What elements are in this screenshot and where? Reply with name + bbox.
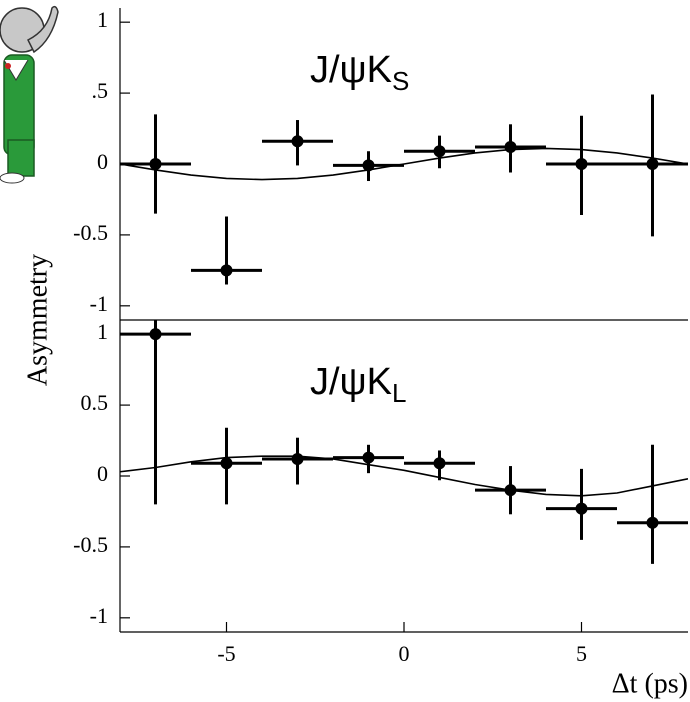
panel-label-text: J/ψK (310, 361, 392, 403)
y-tick-label: -0.5 (73, 532, 108, 557)
data-point (433, 457, 446, 470)
y-tick-label: -1 (90, 603, 108, 628)
data-point (575, 502, 588, 515)
panel-label: J/ψKL (310, 361, 406, 408)
data-point (646, 516, 659, 529)
data-point (291, 452, 304, 465)
y-tick-label: .5 (92, 78, 109, 103)
y-tick-label: 0 (97, 461, 108, 486)
data-point (362, 451, 375, 464)
y-tick-label: 0 (97, 149, 108, 174)
panel-label-text: J/ψK (310, 49, 392, 91)
mascot (0, 5, 59, 184)
panel-label: J/ψKS (310, 49, 409, 96)
y-tick-label: -0.5 (73, 220, 108, 245)
x-tick-label: 0 (399, 641, 410, 666)
data-point (149, 328, 162, 341)
y-tick-label: 0.5 (81, 390, 109, 415)
data-point (433, 145, 446, 158)
data-point (504, 484, 517, 497)
y-tick-label: -1 (90, 291, 108, 316)
plot-area (120, 320, 688, 564)
data-point (220, 457, 233, 470)
data-point (504, 140, 517, 153)
y-tick-label: 1 (97, 7, 108, 32)
panel-label-subscript: S (392, 66, 409, 96)
data-point (362, 159, 375, 172)
data-point (646, 158, 659, 170)
x-tick-label: -5 (217, 641, 235, 666)
panel-label-subscript: L (392, 378, 406, 408)
y-tick-label: 1 (97, 319, 108, 344)
y-axis-label: Asymmetry (22, 254, 53, 386)
data-point (291, 135, 304, 148)
data-point (575, 158, 588, 170)
data-point (220, 264, 233, 277)
fit-curve (120, 455, 688, 497)
x-axis-label: Δt (ps) (612, 668, 688, 699)
x-tick-label: 5 (576, 641, 587, 666)
data-point (149, 158, 162, 170)
plot-area (120, 94, 688, 285)
